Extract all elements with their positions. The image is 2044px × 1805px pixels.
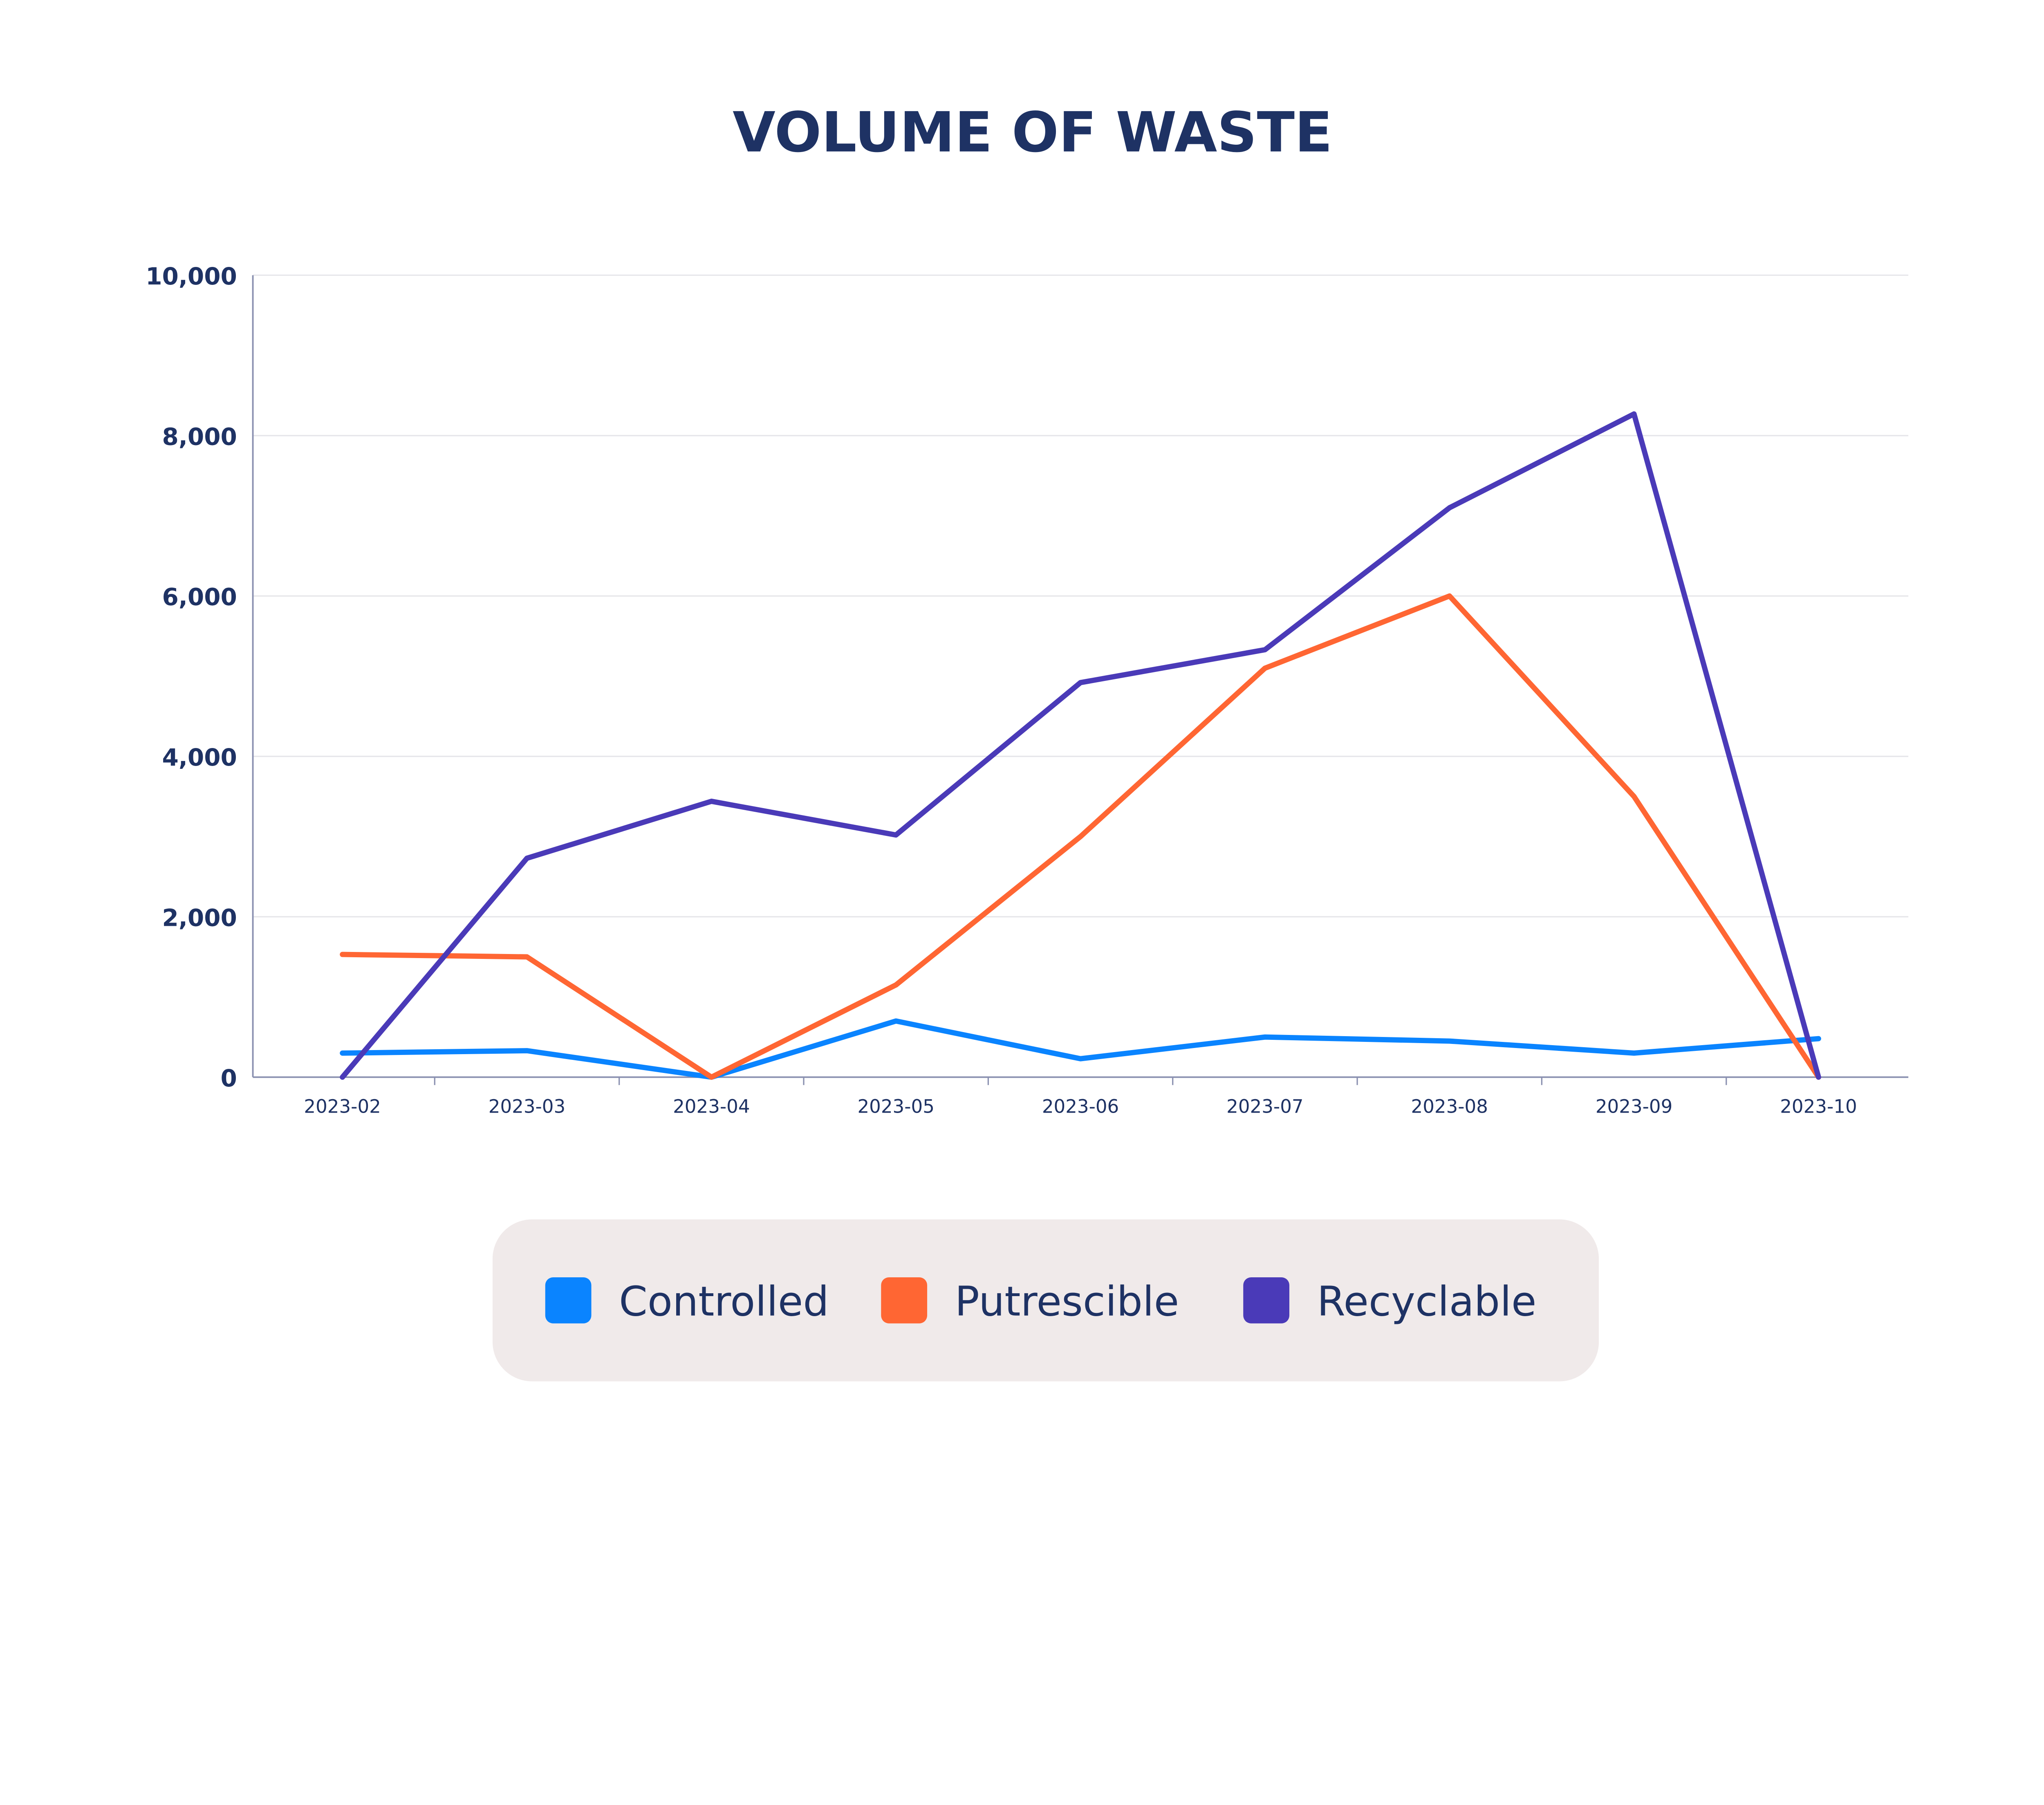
axes: 0 2,000 4,000 6,000 8,000 10,000 2023-02 2023-0…	[146, 262, 1909, 1117]
y-tick-label: 2,000	[162, 904, 237, 932]
legend: Controlled Putrescible Recyclable	[492, 1219, 1599, 1382]
x-tick-label: 2023-04	[673, 1095, 750, 1117]
x-tick-label: 2023-08	[1411, 1095, 1488, 1117]
series-line-recyclable	[340, 411, 1821, 1080]
legend-label: Recyclable	[1317, 1277, 1537, 1325]
legend-label: Controlled	[619, 1277, 829, 1325]
x-tick-label: 2023-02	[304, 1095, 381, 1117]
legend-background	[492, 1219, 1599, 1382]
data-point	[711, 801, 712, 802]
x-tick-label: 2023-05	[857, 1095, 934, 1117]
series-line-controlled	[340, 1018, 1821, 1080]
data-point	[342, 954, 343, 955]
grid	[253, 274, 1909, 918]
legend-swatch-controlled	[545, 1277, 592, 1324]
series-lines	[340, 411, 1821, 1080]
x-tick-label: 2023-07	[1226, 1095, 1303, 1117]
x-tick-label: 2023-03	[489, 1095, 565, 1117]
legend-swatch-putrescible	[881, 1277, 928, 1324]
y-tick-label: 4,000	[162, 743, 237, 771]
y-tick-label: 8,000	[162, 423, 237, 450]
y-tick-label: 6,000	[162, 583, 237, 611]
line-chart: VOLUME OF WASTE 0 2,000 4,000 6,000 8,000 10,…	[146, 100, 1909, 1382]
y-tick-label: 0	[221, 1064, 237, 1092]
x-tick-label: 2023-06	[1042, 1095, 1119, 1117]
legend-label: Putrescible	[955, 1277, 1179, 1325]
y-tick-label: 10,000	[146, 262, 237, 290]
chart-title: VOLUME OF WASTE	[733, 100, 1332, 164]
legend-swatch-recyclable	[1243, 1277, 1289, 1324]
x-tick-label: 2023-09	[1596, 1095, 1672, 1117]
data-point	[1080, 836, 1081, 837]
x-tick-label: 2023-10	[1780, 1095, 1857, 1117]
